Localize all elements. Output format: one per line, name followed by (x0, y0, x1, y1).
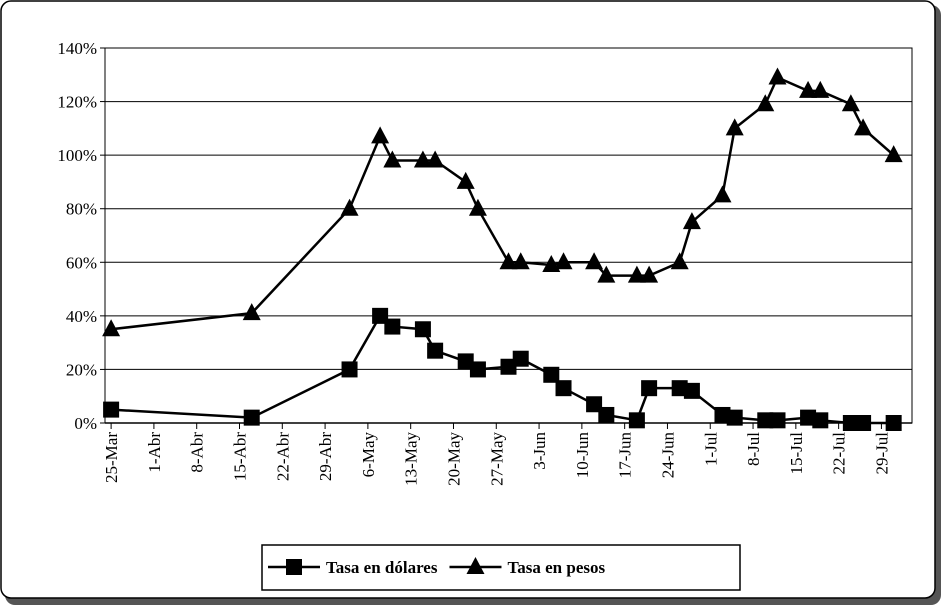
marker (725, 118, 744, 136)
marker (555, 380, 572, 397)
marker (597, 265, 616, 283)
marker (884, 145, 903, 163)
x-tick-label: 3-Jun (530, 432, 549, 470)
marker (800, 409, 817, 426)
x-tick-label: 22-Jul (830, 432, 849, 475)
marker (841, 94, 860, 112)
marker (683, 382, 700, 399)
x-tick-label: 10-Jun (573, 432, 592, 479)
marker (885, 415, 902, 431)
marker (384, 318, 401, 335)
marker (414, 321, 431, 338)
marker (641, 380, 658, 397)
marker (456, 171, 475, 189)
marker (427, 342, 444, 359)
y-tick-label: 120% (57, 93, 97, 112)
marker (103, 401, 120, 418)
marker (371, 126, 390, 144)
legend-label: Tasa en dólares (326, 558, 438, 577)
marker (670, 252, 689, 270)
marker (854, 118, 873, 136)
y-tick-label: 40% (66, 307, 97, 326)
y-tick-label: 80% (66, 200, 97, 219)
marker (812, 412, 829, 429)
x-tick-label: 1-Abr (145, 432, 164, 473)
x-tick-label: 15-Jul (787, 432, 806, 475)
marker (585, 252, 604, 270)
y-tick-label: 140% (57, 39, 97, 58)
marker (799, 80, 818, 98)
marker (671, 380, 688, 397)
x-tick-label: 29-Abr (316, 432, 335, 481)
x-tick-label: 24-Jun (658, 432, 677, 479)
legend-label: Tasa en pesos (507, 558, 605, 577)
marker (757, 412, 774, 429)
x-tick-label: 29-Jul (872, 432, 891, 475)
marker (499, 252, 518, 270)
marker (340, 198, 359, 216)
marker (554, 252, 573, 270)
marker (842, 415, 859, 431)
marker (598, 406, 615, 423)
marker (628, 412, 645, 429)
marker (511, 252, 530, 270)
x-tick-label: 20-May (444, 432, 463, 486)
marker (341, 361, 358, 378)
marker (756, 94, 775, 112)
y-tick-label: 0% (74, 414, 97, 433)
marker (811, 80, 830, 98)
marker (543, 366, 560, 383)
x-tick-label: 15-Abr (231, 432, 250, 481)
marker (640, 265, 659, 283)
marker (413, 150, 432, 168)
y-tick-label: 20% (66, 360, 97, 379)
marker (512, 350, 529, 367)
marker (242, 303, 261, 321)
marker (500, 358, 517, 375)
marker (457, 353, 474, 370)
y-tick-label: 60% (66, 253, 97, 272)
marker (383, 150, 402, 168)
x-tick-label: 17-Jun (616, 432, 635, 479)
marker (586, 396, 603, 413)
x-tick-label: 8-Jul (744, 432, 763, 466)
marker (102, 319, 121, 337)
marker (468, 198, 487, 216)
x-tick-label: 6-May (359, 432, 378, 478)
x-tick-label: 1-Jul (701, 432, 720, 466)
x-tick-label: 25-Mar (102, 432, 121, 483)
legend-marker (466, 557, 485, 574)
marker (372, 307, 389, 324)
marker (469, 361, 486, 378)
marker (426, 150, 445, 168)
marker (713, 185, 732, 203)
marker (627, 265, 646, 283)
marker (682, 212, 701, 230)
x-tick-label: 27-May (487, 432, 506, 486)
marker (243, 409, 260, 426)
legend-marker (286, 559, 302, 575)
marker (855, 415, 872, 431)
marker (769, 412, 786, 429)
marker (768, 67, 787, 85)
x-tick-label: 13-May (402, 432, 421, 486)
x-tick-label: 8-Abr (188, 432, 207, 473)
y-tick-label: 100% (57, 146, 97, 165)
x-tick-label: 22-Abr (273, 432, 292, 481)
marker (714, 406, 731, 423)
marker (726, 409, 743, 426)
